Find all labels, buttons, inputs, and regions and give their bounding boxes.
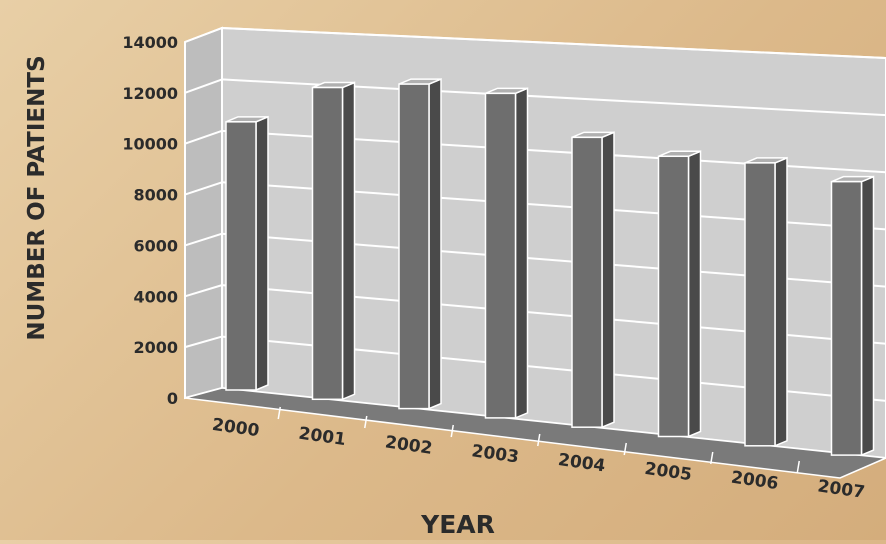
y-axis-label: NUMBER OF PATIENTS [24, 55, 50, 340]
x-tick-label: 2005 [643, 459, 693, 485]
gridline-left [184, 181, 223, 196]
y-tick-label: 4000 [133, 287, 178, 306]
y-axis-ticks: 0 2000 4000 6000 8000 10000 12000 14000 [122, 33, 178, 408]
x-tick-label: 2000 [211, 415, 261, 441]
bars [225, 77, 875, 457]
x-tick-mark [537, 433, 541, 447]
chart-floor [184, 387, 886, 479]
x-tick-mark [364, 415, 368, 429]
x-tick-mark [277, 406, 281, 420]
bar-2002 [398, 83, 430, 410]
gridline-left [184, 27, 223, 43]
x-tick-mark [450, 424, 454, 438]
bar-2006 [744, 162, 776, 447]
gridline-left [184, 335, 223, 349]
y-tick-label: 8000 [133, 186, 178, 205]
bar-2000 [225, 121, 257, 391]
bar-side [601, 131, 615, 429]
y-tick-label: 0 [167, 389, 178, 408]
y-tick-label: 2000 [133, 338, 178, 357]
bar-2001 [311, 86, 344, 401]
x-tick-mark [710, 451, 714, 465]
bar-2003 [484, 92, 517, 419]
bar-side [255, 115, 269, 392]
x-tick-label: 2001 [297, 424, 347, 450]
bar-2007 [830, 180, 863, 456]
gridline-left [184, 78, 223, 94]
bar-2004 [571, 136, 603, 428]
bar-side [514, 87, 529, 420]
x-tick-label: 2002 [384, 432, 434, 458]
x-tick-mark [623, 442, 627, 456]
x-tick-label: 2007 [816, 476, 866, 502]
bar-side [774, 156, 788, 447]
gridline-back [221, 27, 886, 59]
gridline-left [184, 129, 223, 145]
x-tick-mark [796, 460, 800, 474]
bar-side [428, 77, 442, 410]
y-tick-label: 10000 [122, 135, 178, 154]
bar-side [687, 150, 702, 438]
x-tick-label: 2004 [557, 450, 607, 476]
x-tick-label: 2006 [730, 468, 780, 494]
bar-side [341, 81, 356, 401]
bar-2005 [657, 155, 690, 438]
gridline-left [184, 284, 223, 298]
x-axis-label: YEAR [420, 510, 495, 539]
bar-side [860, 175, 875, 457]
y-tick-label: 14000 [122, 33, 178, 52]
y-tick-label: 6000 [133, 236, 178, 255]
gridline-left [184, 232, 223, 247]
x-tick-label: 2003 [470, 441, 520, 467]
y-tick-label: 12000 [122, 84, 178, 103]
